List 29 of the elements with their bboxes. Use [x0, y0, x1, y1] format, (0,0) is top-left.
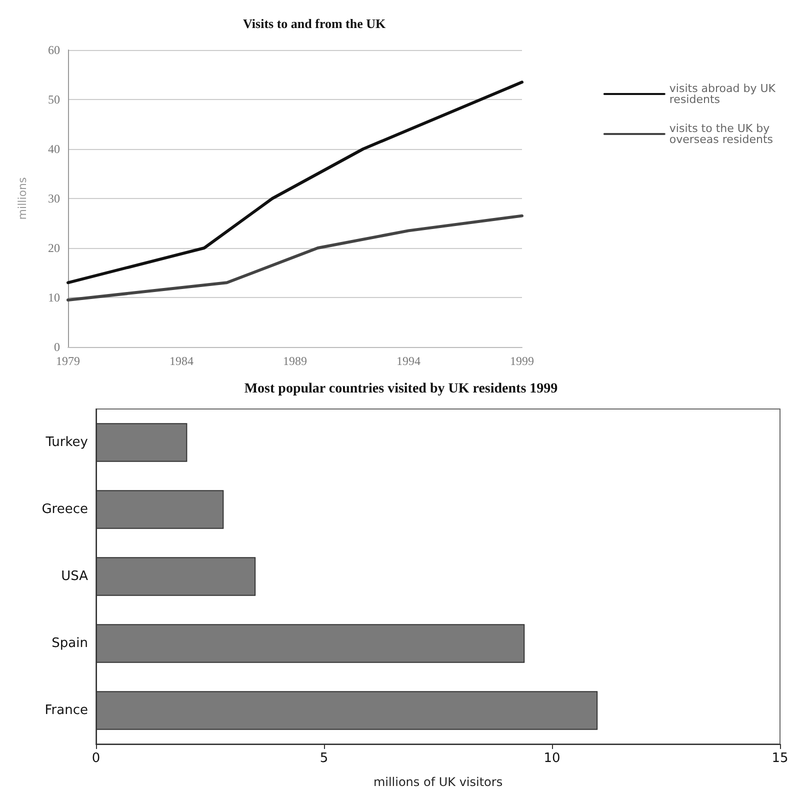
y-axis-title: millions [16, 177, 29, 220]
y-tick-label: Spain [52, 636, 88, 651]
x-tick-label: 10 [544, 751, 560, 766]
y-tick-label: 50 [48, 92, 60, 106]
x-tick-label: 1979 [56, 354, 80, 368]
text: visits abroad by UK residents [669, 82, 780, 106]
x-tick-label: 0 [92, 751, 100, 766]
y-tick-label: Turkey [44, 435, 88, 450]
chart-title: Most popular countries visited by UK residents 1999 [244, 382, 558, 396]
x-tick-label: 1999 [510, 354, 534, 368]
y-tick-label: 20 [48, 241, 60, 255]
line-series [66, 214, 524, 302]
x-tick-label: 15 [772, 751, 788, 766]
y-tick-label: 40 [48, 142, 60, 156]
x-tick-label: 5 [320, 751, 328, 766]
text: visits to the UK by overseas residents [669, 122, 774, 146]
y-tick-label: USA [61, 569, 88, 584]
y-tick-label: France [44, 703, 88, 718]
y-tick-label: 60 [48, 43, 60, 57]
x-tick-label: 1984 [170, 354, 194, 368]
y-tick-label: 10 [48, 290, 60, 304]
y-tick-label: Greece [42, 502, 88, 517]
chart-title: Visits to and from the UK [243, 16, 387, 31]
y-tick-label: 0 [54, 340, 60, 354]
x-tick-label: 1989 [283, 354, 307, 368]
line-series [66, 80, 524, 284]
x-axis-title: millions of UK visitors [373, 775, 503, 789]
x-tick-label: 1994 [396, 354, 420, 368]
y-tick-label: 30 [48, 192, 60, 206]
